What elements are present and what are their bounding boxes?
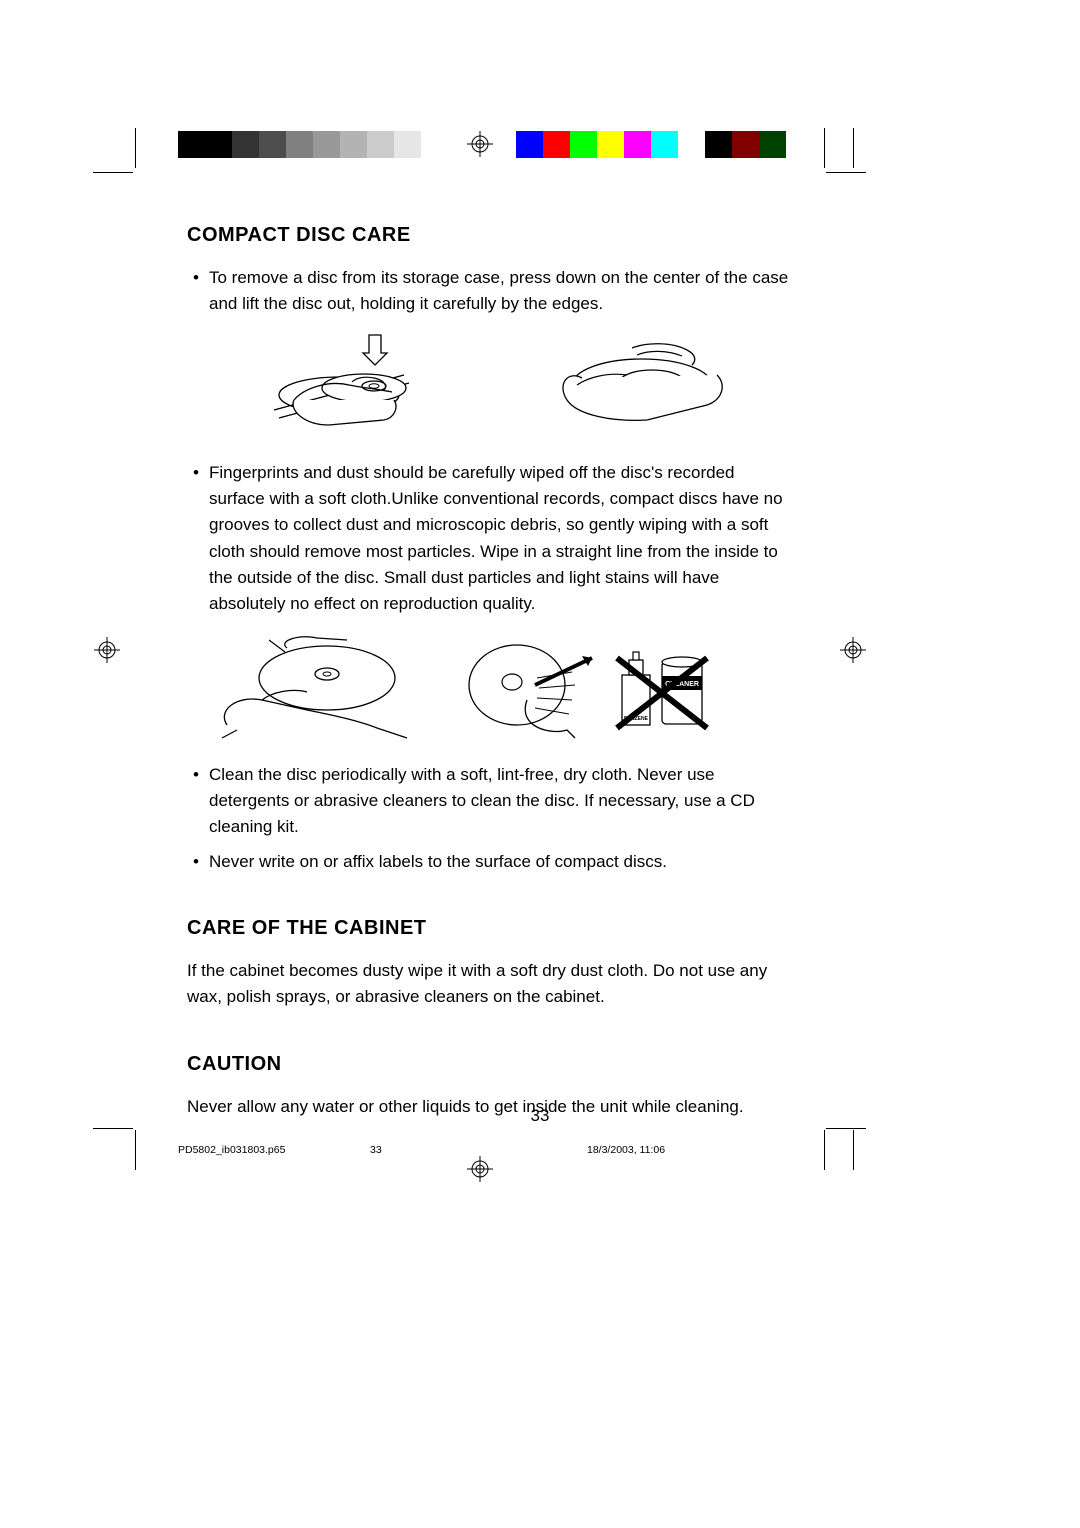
bullet-marker: • <box>187 849 209 875</box>
bullet-item: • Fingerprints and dust should be carefu… <box>187 460 793 618</box>
bullet-marker: • <box>187 460 209 618</box>
registration-mark-icon <box>94 637 120 663</box>
section-heading: COMPACT DISC CARE <box>187 224 793 247</box>
section-heading: CAUTION <box>187 1053 793 1076</box>
bullet-item: • Clean the disc periodically with a sof… <box>187 762 793 841</box>
swatch <box>232 131 259 158</box>
disc-remove-illustration <box>234 330 444 430</box>
illustration-row: CLEANER BENZENE <box>187 630 793 740</box>
bullet-text: Never write on or affix labels to the su… <box>209 849 793 875</box>
swatch <box>178 131 205 158</box>
section-heading: CARE OF THE CABINET <box>187 917 793 940</box>
swatch <box>597 131 624 158</box>
crop-mark <box>824 128 825 168</box>
color-calibration-bar <box>516 131 786 158</box>
body-text: If the cabinet becomes dusty wipe it wit… <box>187 958 793 1011</box>
swatch <box>732 131 759 158</box>
page-content: COMPACT DISC CARE • To remove a disc fro… <box>187 224 793 1128</box>
crop-mark <box>826 1128 866 1129</box>
crop-mark <box>824 1130 825 1170</box>
crop-mark <box>93 1128 133 1129</box>
disc-wipe-illustration <box>207 630 427 740</box>
page-number: 33 <box>0 1106 1080 1126</box>
crop-mark <box>93 172 133 173</box>
swatch <box>570 131 597 158</box>
swatch <box>516 131 543 158</box>
bullet-item: • Never write on or affix labels to the … <box>187 849 793 875</box>
footer-page: 33 <box>370 1144 382 1156</box>
swatch <box>313 131 340 158</box>
footer-filename: PD5802_ib031803.p65 <box>178 1144 285 1156</box>
swatch <box>678 131 705 158</box>
bullet-text: Clean the disc periodically with a soft,… <box>209 762 793 841</box>
crop-mark <box>826 172 866 173</box>
footer-date: 18/3/2003, 11:06 <box>587 1144 665 1156</box>
disc-spray-no-illustration: CLEANER BENZENE <box>457 630 717 740</box>
registration-mark-icon <box>467 1156 493 1182</box>
bullet-text: Fingerprints and dust should be carefull… <box>209 460 793 618</box>
swatch <box>624 131 651 158</box>
grayscale-calibration-bar <box>178 131 448 158</box>
registration-mark-icon <box>467 131 493 157</box>
swatch <box>543 131 570 158</box>
swatch <box>651 131 678 158</box>
crop-mark <box>135 128 136 168</box>
swatch <box>759 131 786 158</box>
illustration-row <box>187 330 793 430</box>
swatch <box>394 131 421 158</box>
swatch <box>340 131 367 158</box>
swatch <box>367 131 394 158</box>
bullet-marker: • <box>187 762 209 841</box>
crop-mark <box>135 1130 136 1170</box>
disc-hold-illustration <box>537 330 747 430</box>
swatch <box>205 131 232 158</box>
bullet-text: To remove a disc from its storage case, … <box>209 265 793 318</box>
swatch <box>705 131 732 158</box>
swatch <box>421 131 448 158</box>
bullet-item: • To remove a disc from its storage case… <box>187 265 793 318</box>
bullet-marker: • <box>187 265 209 318</box>
registration-mark-icon <box>840 637 866 663</box>
swatch <box>259 131 286 158</box>
crop-mark <box>853 1130 854 1170</box>
crop-mark <box>853 128 854 168</box>
swatch <box>286 131 313 158</box>
